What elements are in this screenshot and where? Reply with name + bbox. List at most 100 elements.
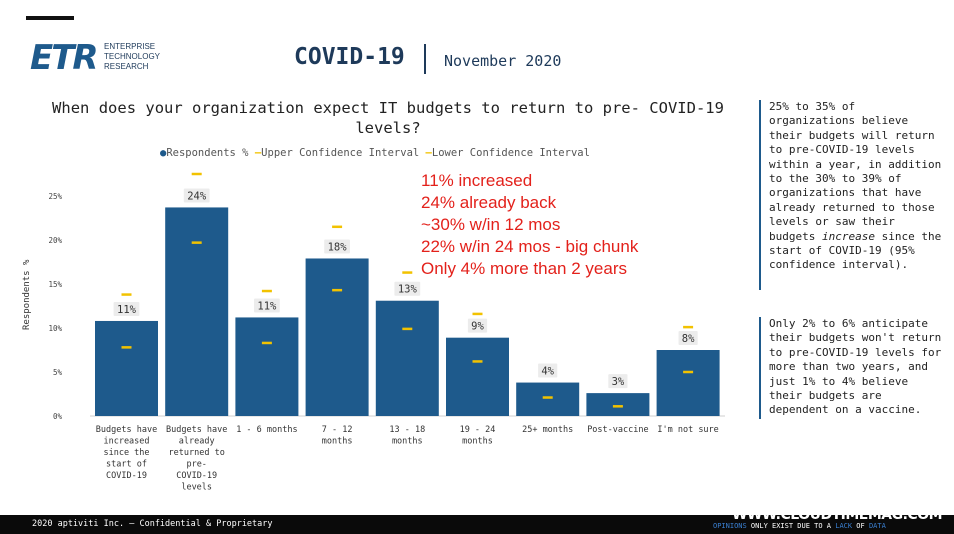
- x-tick-label: 13 - 18 months: [389, 425, 425, 447]
- data-label: 3%: [612, 376, 625, 388]
- annotation-line-5: Only 4% more than 2 years: [421, 259, 627, 278]
- x-tick-label-line: Budgets have: [96, 425, 157, 435]
- x-tick-label-line: I'm not sure: [657, 425, 718, 435]
- x-tick-label-line: increased: [103, 437, 149, 447]
- logo-line-1: ENTERPRISE: [104, 42, 156, 51]
- data-label: 18%: [328, 241, 348, 253]
- logo-mark: ETR: [30, 38, 99, 78]
- x-tick-label-line: months: [392, 437, 423, 447]
- x-tick-label-line: 1 - 6 months: [236, 425, 297, 435]
- chart-title: When does your organization expect IT bu…: [52, 99, 724, 137]
- logo-line-2: TECHNOLOGY: [104, 52, 161, 61]
- x-tick-label-line: months: [462, 437, 493, 447]
- header-divider: [424, 44, 426, 74]
- bar: [375, 300, 439, 416]
- header-title: COVID-19: [294, 44, 405, 70]
- bar: [656, 350, 720, 416]
- top-accent-bar: [26, 16, 74, 20]
- y-tick-label: 10%: [48, 324, 62, 333]
- side-note-1-text-a: 25% to 35% of organizations believe thei…: [769, 100, 942, 243]
- side-note-1: 25% to 35% of organizations believe thei…: [759, 100, 945, 290]
- side-note-1-emphasis: increase: [821, 229, 875, 243]
- x-tick-label-line: returned to: [169, 448, 225, 458]
- y-tick-label: 25%: [48, 192, 62, 201]
- legend-upper-dash-icon: –: [254, 147, 262, 159]
- x-tick-label-line: levels: [181, 483, 212, 493]
- x-tick-label-line: COVID-19: [176, 471, 217, 481]
- x-tick-label-line: COVID-19: [106, 471, 147, 481]
- logo-text: ENTERPRISE TECHNOLOGY RESEARCH: [104, 42, 160, 72]
- legend-lower: Lower Confidence Interval: [431, 147, 590, 159]
- data-label-bg: [394, 281, 421, 296]
- x-tick-label-line: Budgets have: [166, 425, 227, 435]
- side-note-2-text: Only 2% to 6% anticipate their budgets w…: [769, 317, 942, 417]
- y-tick-label: 0%: [53, 412, 63, 421]
- annotation-line-4: 22% w/in 24 mos - big chunk: [421, 237, 639, 256]
- x-tick-label: 1 - 6 months: [236, 425, 297, 435]
- x-tick-label-line: start of: [106, 460, 147, 470]
- chart-legend: ●Respondents % –Upper Confidence Interva…: [160, 147, 590, 159]
- annotation-line-1: 11% increased: [421, 171, 533, 190]
- bar: [446, 337, 509, 416]
- footer-tagline: OPINIONS ONLY EXIST DUE TO A LACK OF DAT…: [713, 522, 886, 530]
- data-label-bg: [678, 331, 698, 345]
- header-date: November 2020: [444, 52, 562, 70]
- x-tick-label-line: 19 - 24: [460, 425, 496, 435]
- x-tick-label: Post-vaccine: [587, 425, 648, 435]
- side-note-2: Only 2% to 6% anticipate their budgets w…: [759, 317, 945, 419]
- x-tick-label-line: already: [179, 437, 215, 447]
- x-tick-label: I'm not sure: [657, 425, 718, 435]
- bar: [95, 320, 158, 416]
- bar: [235, 317, 299, 416]
- bar: [165, 207, 229, 416]
- data-label-bg: [324, 239, 350, 254]
- data-label: 11%: [257, 300, 277, 312]
- y-tick-label: 20%: [48, 236, 62, 245]
- etr-logo: ETR ENTERPRISE TECHNOLOGY RESEARCH: [30, 40, 180, 76]
- data-label-bg: [608, 374, 628, 389]
- x-tick-label: 19 - 24 months: [460, 425, 496, 447]
- x-tick-label-line: since the: [103, 448, 149, 458]
- footer-watermark-site: WWW.CLOUDTIMEMAG.COM: [732, 507, 943, 523]
- footer-tag-2: ONLY EXIST DUE TO A: [746, 522, 836, 530]
- data-label: 4%: [541, 366, 554, 378]
- data-label-bg: [113, 301, 140, 316]
- legend-respondents: Respondents %: [166, 147, 249, 159]
- legend-lower-dash-icon: –: [425, 147, 432, 159]
- x-tick-label-line: Post-vaccine: [587, 425, 648, 435]
- red-annotation: 11% increased 24% already back ~30% w/in…: [421, 170, 638, 280]
- y-tick-label: 15%: [48, 280, 62, 289]
- bar-chart: 0% 5% 10% 15% 20% 25% 11% Budgets have increased…: [48, 172, 725, 493]
- data-label-bg: [538, 363, 558, 378]
- legend-dot-icon: ●: [160, 147, 167, 159]
- footer-tag-1: OPINIONS: [713, 522, 747, 530]
- footer-tag-3: LACK: [835, 522, 853, 530]
- y-tick-label: 5%: [53, 368, 63, 377]
- x-tick-label-line: 7 - 12: [322, 425, 353, 435]
- logo-line-3: RESEARCH: [104, 62, 149, 71]
- x-tick-label-line: months: [322, 437, 353, 447]
- x-tick-label-line: pre-: [186, 460, 206, 470]
- footer-tag-5: DATA: [868, 522, 886, 530]
- side-note-1-text-b: since the start of COVID-19 (95% confide…: [769, 229, 942, 272]
- data-label-bg: [467, 318, 488, 333]
- x-tick-label: 25+ months: [522, 425, 573, 435]
- legend-upper: Upper Confidence Interval: [261, 147, 420, 159]
- bar: [516, 382, 580, 416]
- data-label-bg: [254, 298, 280, 313]
- bar: [305, 258, 369, 416]
- footer-tag-4: OF: [852, 522, 869, 530]
- x-tick-label-line: 13 - 18: [389, 425, 425, 435]
- x-tick-label: Budgets have already returned to pre-COVID-…: [166, 425, 227, 493]
- footer-bar: 2020 aptiviti Inc. – Confidential & Prop…: [0, 507, 954, 534]
- data-label: 9%: [471, 321, 484, 333]
- data-label: 8%: [682, 333, 695, 345]
- x-tick-label-line: 25+ months: [522, 425, 573, 435]
- bar: [586, 393, 650, 416]
- x-tick-label: 7 - 12 months: [322, 425, 353, 447]
- data-label: 11%: [117, 304, 137, 316]
- footer-copyright: 2020 aptiviti Inc. – Confidential & Prop…: [32, 519, 273, 529]
- data-label-bg: [183, 188, 210, 203]
- data-label: 24%: [187, 190, 207, 202]
- x-tick-label: Budgets have increased since the start of CO…: [96, 425, 157, 481]
